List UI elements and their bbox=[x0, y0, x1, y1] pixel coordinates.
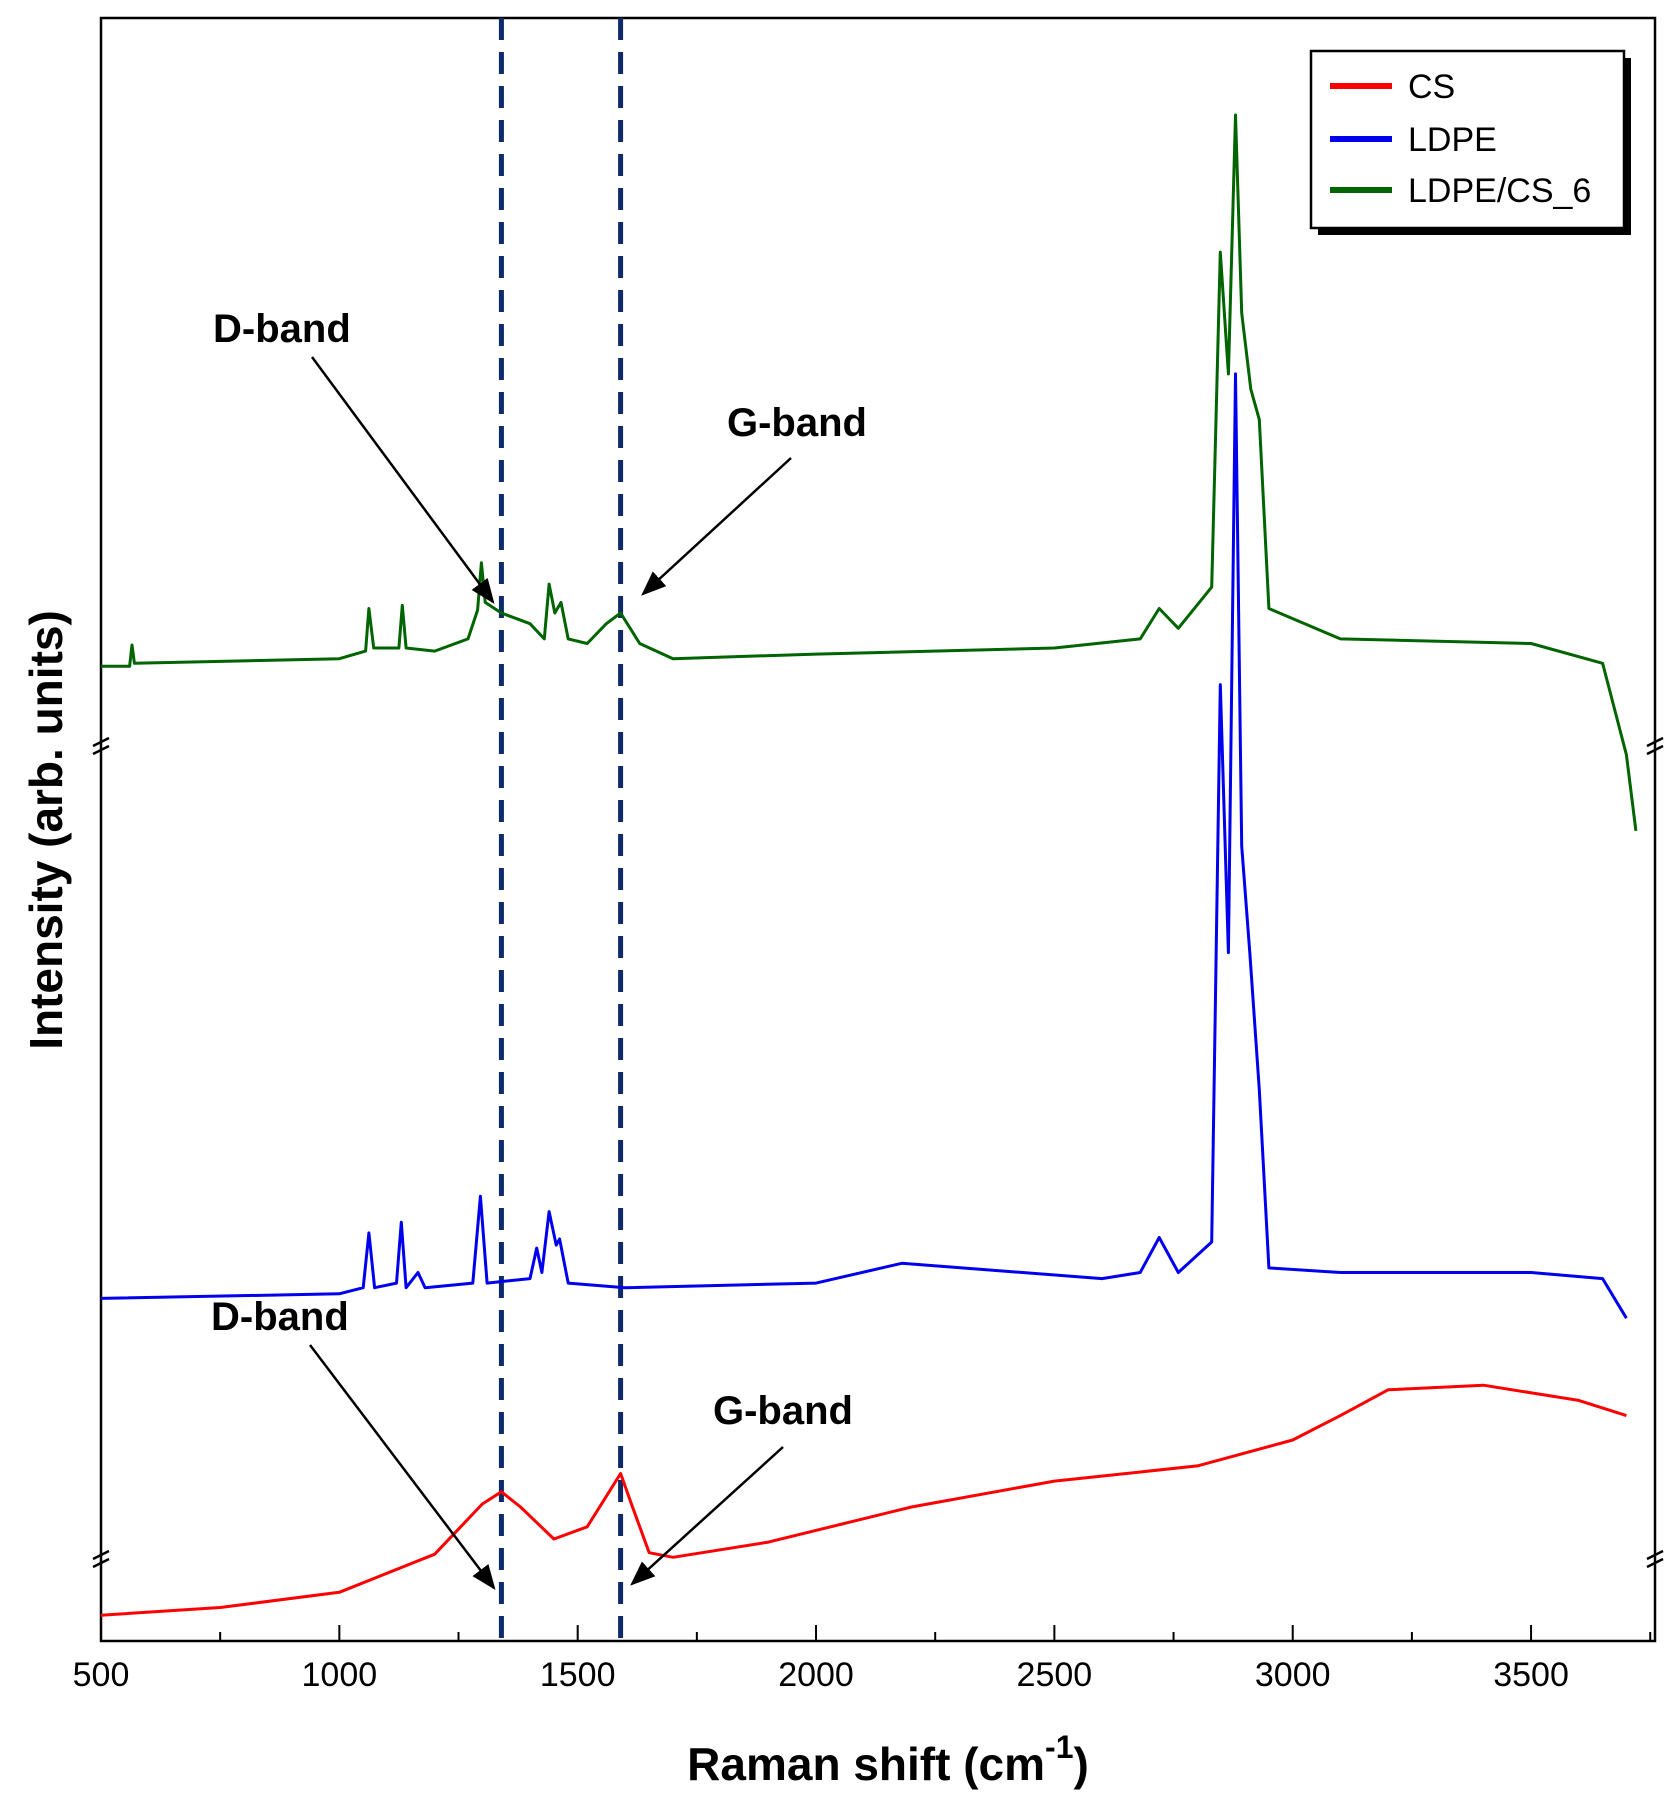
x-tick-label: 2500 bbox=[1017, 1656, 1093, 1694]
annotation-d-band-bottom: D-band bbox=[211, 1295, 349, 1339]
plot-frame bbox=[99, 16, 1657, 1643]
annotations: D-band G-band D-band G-band bbox=[211, 307, 867, 1590]
axis-breaks bbox=[92, 736, 1664, 1569]
y-axis-title: Intensity (arb. units) bbox=[20, 610, 72, 1050]
legend-label-ldpe-cs-6: LDPE/CS_6 bbox=[1408, 172, 1591, 210]
annotation-d-band-top: D-band bbox=[213, 307, 351, 351]
x-axis-title-main: Raman shift (cm bbox=[687, 1738, 1045, 1790]
legend-label-ldpe: LDPE bbox=[1408, 121, 1497, 159]
series-ldpe bbox=[100, 372, 1628, 1319]
arrow-d-band-bottom bbox=[309, 1344, 496, 1590]
x-tick-label: 2000 bbox=[778, 1656, 854, 1694]
x-axis-title: Raman shift (cm-1) bbox=[687, 1729, 1089, 1790]
series-cs bbox=[100, 1383, 1627, 1617]
x-tick-label: 3000 bbox=[1255, 1656, 1331, 1694]
arrow-d-band-top bbox=[310, 356, 495, 605]
axis-break-upper-right bbox=[1646, 736, 1664, 756]
axis-break-lower-right bbox=[1646, 1549, 1664, 1569]
x-tick-label: 1000 bbox=[302, 1656, 378, 1694]
arrow-g-band-bottom bbox=[630, 1446, 784, 1586]
x-tick-label: 1500 bbox=[540, 1656, 616, 1694]
series-layer bbox=[100, 113, 1638, 1617]
x-axis-title-superscript: -1 bbox=[1045, 1729, 1073, 1765]
x-axis-title-close: ) bbox=[1073, 1738, 1088, 1790]
axis-break-upper-left bbox=[92, 736, 110, 756]
annotation-g-band-bottom: G-band bbox=[713, 1389, 853, 1433]
series-ldpe-cs-6 bbox=[101, 113, 1638, 831]
x-tick-label: 3500 bbox=[1493, 1656, 1569, 1694]
annotation-g-band-top: G-band bbox=[727, 401, 867, 445]
axis-break-lower-left bbox=[92, 1549, 110, 1569]
x-ticks: 500 1000 1500 2000 2500 3000 3500 bbox=[73, 1625, 1652, 1694]
legend-label-cs: CS bbox=[1408, 68, 1455, 106]
x-tick-label: 500 bbox=[73, 1656, 130, 1694]
reference-lines bbox=[498, 18, 624, 1641]
legend: CS LDPE LDPE/CS_6 bbox=[1309, 49, 1631, 235]
arrow-g-band-top bbox=[641, 457, 792, 596]
